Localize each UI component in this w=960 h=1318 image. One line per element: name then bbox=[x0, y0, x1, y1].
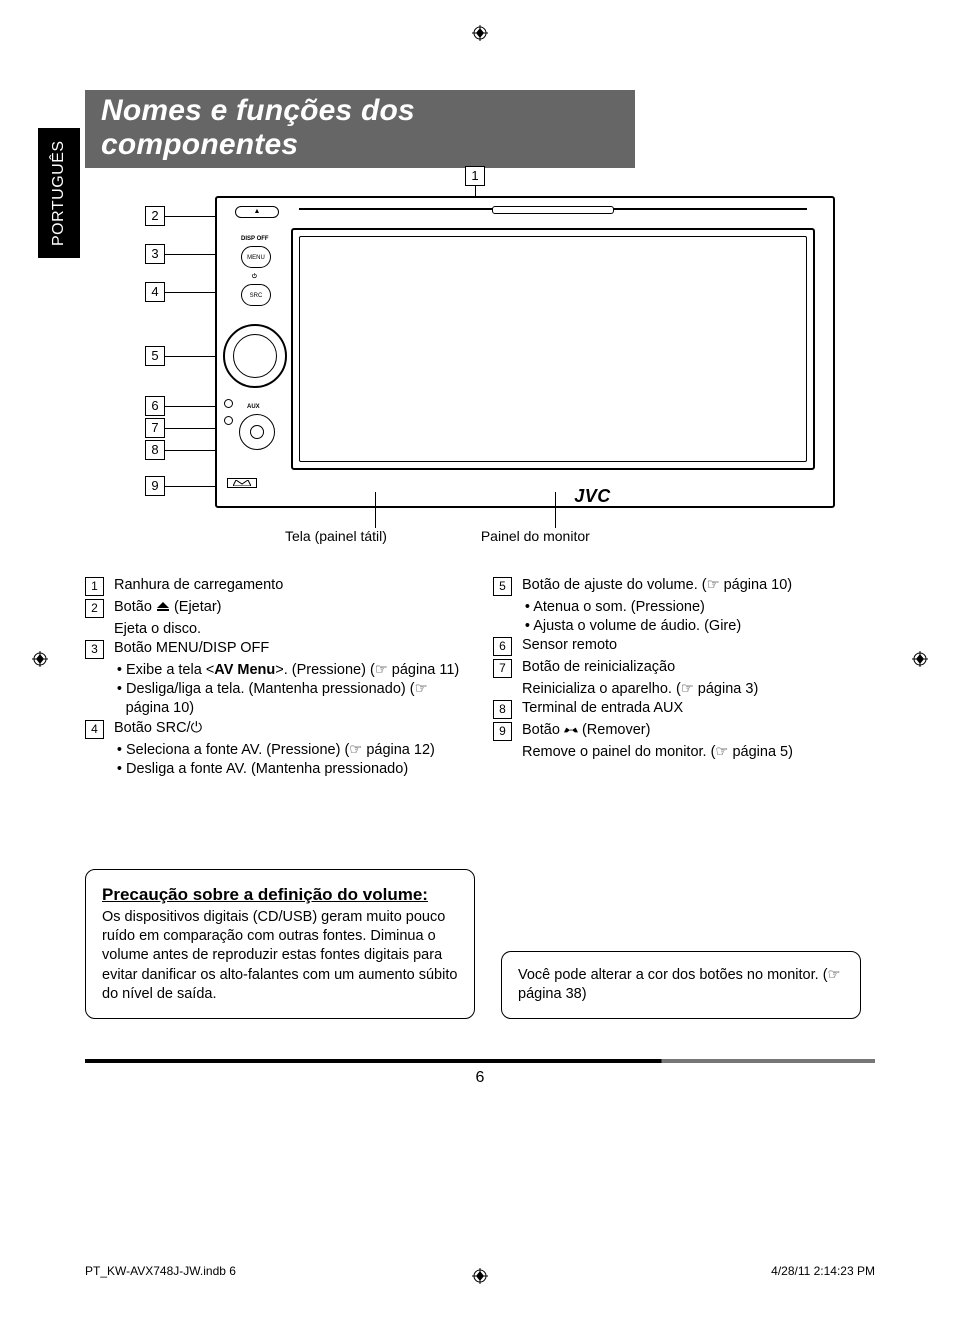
disp-off-label: DISP OFF bbox=[241, 236, 269, 242]
item-num: 3 bbox=[85, 640, 104, 659]
monitor-panel-label: Painel do monitor bbox=[481, 528, 590, 544]
menu-button: MENU bbox=[241, 246, 271, 268]
item-8: 8 Terminal de entrada AUX bbox=[493, 699, 873, 719]
device-diagram: 2 3 4 5 6 7 8 9 1 DISP OFF MENU ⏻ SRC bbox=[85, 192, 875, 552]
reg-mark-right bbox=[912, 651, 928, 667]
item-num: 9 bbox=[493, 722, 512, 741]
item-num: 6 bbox=[493, 637, 512, 656]
lead-touch bbox=[375, 492, 376, 528]
item-2: 2 Botão (Ejetar) bbox=[85, 598, 465, 618]
item-title: Botão SRC/⏻ bbox=[114, 719, 465, 739]
item-7: 7 Botão de reinicialização bbox=[493, 658, 873, 678]
bullet: Exibe a tela <AV Menu>. (Pressione) (☞ p… bbox=[126, 661, 465, 680]
lead-monitor bbox=[555, 492, 556, 528]
power-icon: ⏻ bbox=[191, 720, 202, 736]
item-title: Sensor remoto bbox=[522, 636, 873, 656]
page-number: 6 bbox=[85, 1069, 875, 1087]
item-9: 9 Botão (Remover) bbox=[493, 721, 873, 741]
callout-8: 8 bbox=[145, 440, 165, 460]
item-title: Botão de ajuste do volume. (☞ página 10) bbox=[522, 576, 873, 596]
brand-logo: JVC bbox=[574, 486, 611, 507]
aux-label: AUX bbox=[247, 404, 260, 410]
item-5-bullets: Atenua o som. (Pressione) Ajusta o volum… bbox=[493, 598, 873, 636]
print-footer: PT_KW-AVX748J-JW.indb 6 4/28/11 2:14:23 … bbox=[85, 1264, 875, 1278]
remove-icon bbox=[564, 725, 578, 735]
callout-6: 6 bbox=[145, 396, 165, 416]
bullet: Atenua o som. (Pressione) bbox=[534, 598, 873, 617]
caution-body: Os dispositivos digitais (CD/USB) geram … bbox=[102, 908, 458, 1004]
volume-knob bbox=[223, 324, 287, 388]
caution-heading: Precaução sobre a definição do volume: bbox=[102, 884, 458, 906]
item-7-post: Reinicializa o aparelho. (☞ página 3) bbox=[493, 680, 873, 699]
footer-rule: 6 bbox=[85, 1059, 875, 1087]
print-timestamp: 4/28/11 2:14:23 PM bbox=[771, 1264, 875, 1278]
item-title: Terminal de entrada AUX bbox=[522, 699, 873, 719]
callout-1: 1 bbox=[465, 166, 485, 186]
remove-button bbox=[227, 478, 257, 488]
item-1: 1 Ranhura de carregamento bbox=[85, 576, 465, 596]
callout-4: 4 bbox=[145, 282, 165, 302]
language-tab: PORTUGUÊS bbox=[38, 128, 80, 258]
item-9-post: Remove o painel do monitor. (☞ página 5) bbox=[493, 743, 873, 762]
diagram-under-labels: Tela (painel tátil) Painel do monitor bbox=[285, 528, 590, 544]
tip-box: Você pode alterar a cor dos botões no mo… bbox=[501, 951, 861, 1019]
callout-2: 2 bbox=[145, 206, 165, 226]
tip-body: Você pode alterar a cor dos botões no mo… bbox=[518, 966, 844, 1004]
remote-sensor bbox=[224, 399, 233, 408]
item-list-right: 5 Botão de ajuste do volume. (☞ página 1… bbox=[493, 576, 873, 779]
item-5: 5 Botão de ajuste do volume. (☞ página 1… bbox=[493, 576, 873, 596]
item-3-bullets: Exibe a tela <AV Menu>. (Pressione) (☞ p… bbox=[85, 661, 465, 718]
bullet: Desliga a fonte AV. (Mantenha pressionad… bbox=[126, 760, 465, 779]
device-outline: DISP OFF MENU ⏻ SRC AUX JVC bbox=[215, 196, 835, 508]
src-button: SRC bbox=[241, 284, 271, 306]
callout-9: 9 bbox=[145, 476, 165, 496]
callout-3: 3 bbox=[145, 244, 165, 264]
aux-terminal bbox=[239, 414, 275, 450]
item-num: 1 bbox=[85, 577, 104, 596]
item-3: 3 Botão MENU/DISP OFF bbox=[85, 639, 465, 659]
reg-mark-top bbox=[472, 25, 488, 41]
item-title: Ranhura de carregamento bbox=[114, 576, 465, 596]
item-4: 4 Botão SRC/⏻ bbox=[85, 719, 465, 739]
reg-mark-left bbox=[32, 651, 48, 667]
item-num: 7 bbox=[493, 659, 512, 678]
item-6: 6 Sensor remoto bbox=[493, 636, 873, 656]
power-icon-label: ⏻ bbox=[252, 274, 257, 281]
screen-area bbox=[299, 236, 807, 462]
item-list-left: 1 Ranhura de carregamento 2 Botão (Ejeta… bbox=[85, 576, 465, 779]
bullet: Desliga/liga a tela. (Mantenha pressiona… bbox=[126, 680, 465, 718]
eject-button bbox=[235, 206, 279, 218]
bullet: Seleciona a fonte AV. (Pressione) (☞ pág… bbox=[126, 741, 465, 760]
reset-hole bbox=[224, 416, 233, 425]
item-num: 8 bbox=[493, 700, 512, 719]
item-4-bullets: Seleciona a fonte AV. (Pressione) (☞ pág… bbox=[85, 741, 465, 779]
callout-5: 5 bbox=[145, 346, 165, 366]
section-title: Nomes e funções dos componentes bbox=[85, 90, 635, 168]
item-title: Botão (Remover) bbox=[522, 721, 873, 741]
eject-icon bbox=[156, 602, 170, 612]
disc-slot bbox=[299, 208, 807, 210]
caution-box: Precaução sobre a definição do volume: O… bbox=[85, 869, 475, 1019]
callout-7: 7 bbox=[145, 418, 165, 438]
item-title: Botão (Ejetar) bbox=[114, 599, 222, 615]
print-file: PT_KW-AVX748J-JW.indb 6 bbox=[85, 1264, 236, 1278]
item-num: 2 bbox=[85, 599, 104, 618]
bullet: Ajusta o volume de áudio. (Gire) bbox=[534, 617, 873, 636]
screen-bezel bbox=[291, 228, 815, 470]
item-num: 5 bbox=[493, 577, 512, 596]
item-2-post: Ejeta o disco. bbox=[85, 620, 465, 639]
item-num: 4 bbox=[85, 720, 104, 739]
item-title: Botão MENU/DISP OFF bbox=[114, 639, 465, 659]
touch-panel-label: Tela (painel tátil) bbox=[285, 528, 387, 544]
item-title: Botão de reinicialização bbox=[522, 658, 873, 678]
